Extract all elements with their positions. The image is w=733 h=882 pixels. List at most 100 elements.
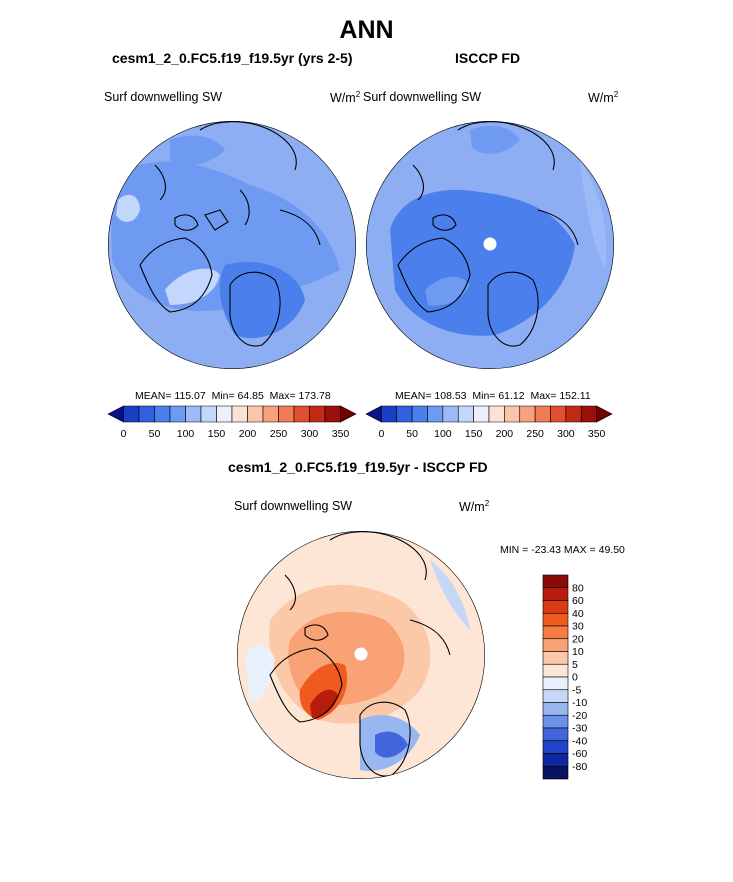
panel2-colorbar-swatch-9 xyxy=(504,405,521,423)
panel2-contour-top xyxy=(470,125,520,154)
panel1-colorbar-swatch-7 xyxy=(216,405,233,423)
panel2-colorbar-swatch-4 xyxy=(427,405,444,423)
panel2-map xyxy=(366,121,614,369)
panel3-colorbar-swatch-11 xyxy=(542,714,569,729)
panel2-stats: MEAN= 108.53 Min= 61.12 Max= 152.11 xyxy=(395,390,591,402)
panel2-contour-greenland xyxy=(425,276,470,306)
panel3-colorbar-tick-11: -30 xyxy=(572,723,587,735)
panel3-colorbar-tick-3: 30 xyxy=(572,621,584,633)
panel1-colorbar-tick-1: 50 xyxy=(149,428,161,440)
panel2-colorbar-swatch-1 xyxy=(381,405,398,423)
panel1-coastlines xyxy=(139,121,321,347)
panel1-variable-label: Surf downwelling SW xyxy=(104,90,223,104)
panel3-units-base: W/m xyxy=(459,500,485,515)
panel3-colorbar-tick-13: -60 xyxy=(572,748,587,760)
panel3-colorbar-swatch-12 xyxy=(542,727,569,742)
panel2-colorbar-tick-2: 100 xyxy=(434,428,452,440)
panel3-colorbar-swatch-15 xyxy=(542,765,569,780)
panel2-colorbar-swatch-10 xyxy=(519,405,536,423)
obs-title: ISCCP FD xyxy=(455,50,521,66)
panel3-units-exp: 2 xyxy=(484,499,490,508)
panel2-mean: MEAN= 108.53 xyxy=(395,390,467,402)
panel3-range: MIN = -23.43 MAX = 49.50 xyxy=(500,544,625,556)
panel3-pole-mask xyxy=(354,647,368,661)
panel1-colorbar-swatch-10 xyxy=(262,405,279,423)
panel1-colorbar-swatch-2 xyxy=(138,405,155,423)
panel1-colorbar-swatch-9 xyxy=(247,405,264,423)
panel2-variable-label: Surf downwelling SW xyxy=(363,90,482,104)
panel1-colorbar-swatch-15 xyxy=(340,405,357,423)
panel2-units: W/m2 xyxy=(588,90,618,105)
panel2-colorbar-swatch-0 xyxy=(365,405,382,423)
panel1-colorbar-swatch-6 xyxy=(200,405,217,423)
panel1-stats: MEAN= 115.07 Min= 64.85 Max= 173.78 xyxy=(135,390,331,402)
panel2-pole-mask xyxy=(483,237,497,251)
panel1-units: W/m2 xyxy=(330,90,360,105)
panel1-colorbar-tick-3: 150 xyxy=(208,428,226,440)
panel3-colorbar-swatch-7 xyxy=(542,663,569,678)
panel2-contour-high xyxy=(580,160,607,270)
panel2-colorbar-swatch-5 xyxy=(442,405,459,423)
panel3-colorbar-swatch-3 xyxy=(542,612,569,627)
panel2-colorbar-swatch-7 xyxy=(473,405,490,423)
panel3-colorbar-tick-4: 20 xyxy=(572,633,584,645)
panel3-variable-label: Surf downwelling SW xyxy=(234,499,353,513)
panel3-map xyxy=(237,531,485,779)
panel1-colorbar-swatch-3 xyxy=(154,405,171,423)
panel2-colorbar-swatch-14 xyxy=(580,405,597,423)
panel1-contour-top xyxy=(170,135,225,166)
panel1-units-base: W/m xyxy=(330,91,356,106)
panel1-colorbar-swatch-11 xyxy=(278,405,295,423)
panel2-colorbar-swatch-12 xyxy=(550,405,567,423)
panel1-colorbar-swatch-0 xyxy=(107,405,124,423)
panel2-max: Max= 152.11 xyxy=(530,390,591,402)
panel3-colorbar-swatch-1 xyxy=(542,587,569,601)
panel3-colorbar-tick-12: -40 xyxy=(572,735,587,747)
panel3-contour-60 xyxy=(310,689,338,718)
panel2-colorbar-tick-6: 300 xyxy=(557,428,575,440)
panel3-colorbar-tick-6: 5 xyxy=(572,659,578,671)
panel3-colorbar-tick-9: -10 xyxy=(572,697,587,709)
panel3-colorbar-tick-5: 10 xyxy=(572,646,584,658)
panel2-colorbar-swatch-11 xyxy=(534,405,551,423)
panel3-colorbar-swatch-14 xyxy=(542,753,569,767)
panel2-units-base: W/m xyxy=(588,91,614,106)
panel2-colorbar-swatch-3 xyxy=(411,405,428,423)
panel3-coastlines xyxy=(269,531,451,777)
panel3-colorbar-swatch-5 xyxy=(542,638,569,652)
test-case-title: cesm1_2_0.FC5.f19_f19.5yr (yrs 2-5) xyxy=(112,50,353,66)
panel3-colorbar-swatch-4 xyxy=(542,625,569,640)
panel1-contour-high xyxy=(116,194,140,222)
panel3-colorbar-tick-1: 60 xyxy=(572,595,584,607)
panel3-colorbar-swatch-8 xyxy=(542,676,569,691)
panel2-colorbar: 0 50 100 150 200 250 300 350 xyxy=(365,405,613,440)
panel1-mean: MEAN= 115.07 xyxy=(135,390,206,402)
panel3-colorbar-tick-10: -20 xyxy=(572,710,587,722)
panel3-colorbar-tick-0: 80 xyxy=(572,582,584,594)
panel3-colorbar-swatch-6 xyxy=(542,651,569,665)
panel2-colorbar-tick-1: 50 xyxy=(406,428,418,440)
panel2-colorbar-tick-5: 250 xyxy=(526,428,544,440)
panel2-colorbar-swatch-2 xyxy=(396,405,413,423)
panel1-colorbar-swatch-12 xyxy=(293,405,310,423)
panel3-colorbar-swatch-0 xyxy=(542,574,569,589)
panel3-colorbar-swatch-13 xyxy=(542,740,569,754)
panel1-colorbar-tick-0: 0 xyxy=(121,428,127,440)
panel2-colorbar-tick-0: 0 xyxy=(378,428,384,440)
panel1-contour-greenland xyxy=(165,268,220,305)
panel3-colorbar-swatch-2 xyxy=(542,600,569,614)
panel3-colorbar-tick-8: -5 xyxy=(572,684,581,696)
panel1-units-exp: 2 xyxy=(355,90,361,99)
panel2-colorbar-swatch-13 xyxy=(565,405,582,423)
panel1-colorbar-swatch-14 xyxy=(324,405,341,423)
panel2-colorbar-tick-7: 350 xyxy=(588,428,606,440)
panel1-colorbar-tick-5: 250 xyxy=(270,428,288,440)
panel2-colorbar-swatch-15 xyxy=(596,405,613,423)
panel1-colorbar-swatch-13 xyxy=(309,405,326,423)
panel1-min: Min= 64.85 xyxy=(211,390,264,402)
panel3-colorbar-tick-14: -80 xyxy=(572,761,587,773)
panel3-colorbar-swatch-10 xyxy=(542,702,569,716)
panel1-colorbar-swatch-8 xyxy=(231,405,248,423)
